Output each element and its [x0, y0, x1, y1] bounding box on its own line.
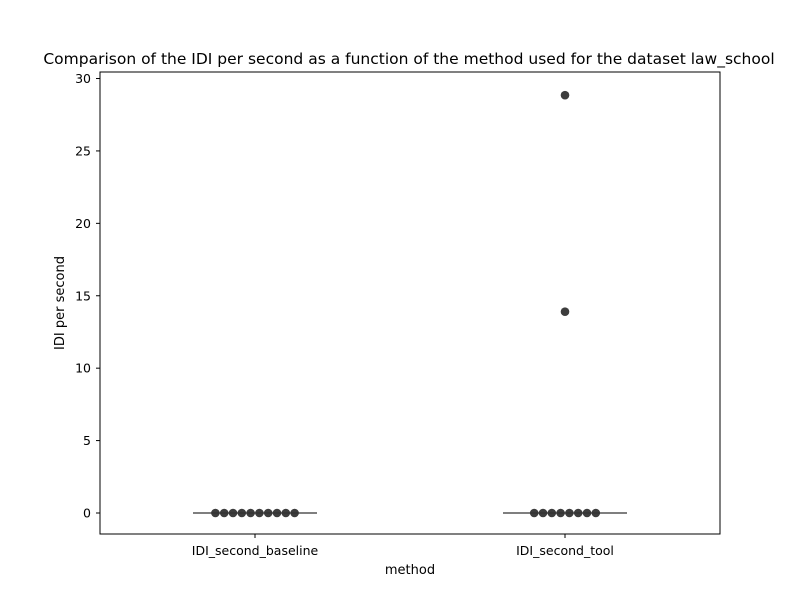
data-point — [529, 508, 539, 518]
y-tick-label: 0 — [83, 506, 91, 521]
data-point — [263, 508, 273, 518]
x-tick-label: IDI_second_baseline — [192, 543, 319, 558]
data-point — [582, 508, 592, 518]
data-point — [560, 90, 570, 100]
y-tick-label: 5 — [83, 433, 91, 448]
y-tick-label: 10 — [75, 361, 91, 376]
plot-frame — [99, 71, 721, 535]
data-point — [290, 508, 299, 518]
y-tick-label: 30 — [75, 71, 91, 86]
data-point — [547, 508, 557, 518]
data-point — [281, 508, 291, 518]
data-point — [228, 508, 238, 518]
x-axis-label: method — [385, 563, 435, 578]
data-point — [565, 508, 574, 518]
chart-title: Comparison of the IDI per second as a fu… — [43, 50, 774, 69]
data-point — [538, 508, 548, 518]
data-point — [573, 508, 583, 518]
y-axis-label: IDI per second — [53, 256, 68, 350]
data-point — [211, 508, 220, 518]
data-point — [591, 508, 601, 518]
y-tick-label: 25 — [75, 143, 91, 158]
data-point — [219, 508, 229, 518]
plot-area: 0 5 10 15 20 25 30 IDI_second_baseline IDI_secon… — [75, 71, 627, 558]
data-point — [237, 508, 247, 518]
y-tick-label: 15 — [75, 288, 91, 303]
x-tick-label: IDI_second_tool — [516, 543, 614, 558]
data-point — [272, 508, 282, 518]
y-tick-label: 20 — [75, 216, 91, 231]
data-point — [246, 508, 255, 518]
data-point — [255, 508, 264, 518]
data-point — [560, 307, 570, 316]
data-point — [556, 508, 565, 518]
